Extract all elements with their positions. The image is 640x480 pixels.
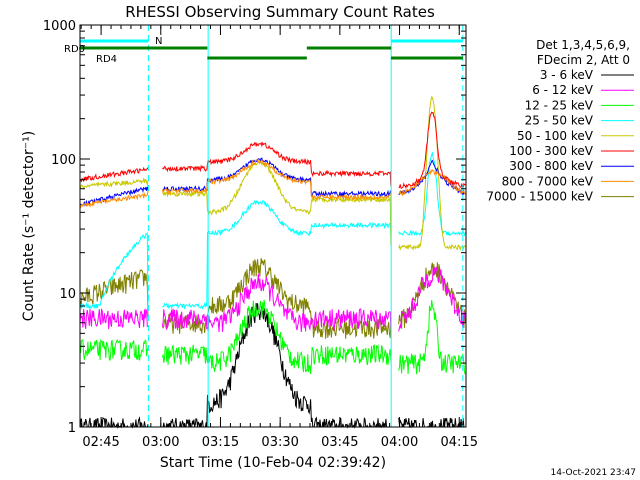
- y-tick-label: 100: [51, 153, 76, 168]
- legend-entry-label: 7000 - 15000 keV: [486, 190, 593, 204]
- y-tick-label: 1: [68, 421, 76, 436]
- axes: 1 10 100 1000 02:45 03:00 03:15 03:30 03:45 04:00…: [43, 19, 478, 450]
- x-tick-label: 03:30: [261, 435, 298, 450]
- legend-entry-label: 50 - 100 keV: [517, 129, 594, 143]
- y-tick-label: 10: [59, 287, 76, 302]
- plot-frame: [79, 24, 467, 428]
- rd4-label: RD4: [96, 54, 117, 65]
- series-line: [79, 159, 466, 208]
- rd0-label: RD0: [64, 44, 85, 55]
- legend-entry-label: 25 - 50 keV: [525, 114, 594, 128]
- chart-title: RHESSI Observing Summary Count Rates: [125, 3, 435, 21]
- legend-entry-label: 6 - 12 keV: [532, 83, 594, 97]
- legend-entry-label: 12 - 25 keV: [525, 98, 594, 112]
- x-tick-label: 02:45: [82, 435, 119, 450]
- x-tick-label: 03:15: [202, 435, 239, 450]
- legend: Det 1,3,4,5,6,9,FDecim 2, Att 03 - 6 keV…: [486, 38, 634, 204]
- x-tick-label: 03:00: [142, 435, 179, 450]
- y-tick-label: 1000: [43, 19, 76, 34]
- legend-entry-label: 3 - 6 keV: [540, 68, 594, 82]
- legend-entry-label: 300 - 800 keV: [509, 159, 593, 173]
- series-line: [79, 266, 466, 333]
- legend-entry-label: 800 - 7000 keV: [502, 174, 594, 188]
- legend-entry-label: 100 - 300 keV: [509, 144, 593, 158]
- series-line: [79, 151, 466, 310]
- y-axis-label: Count Rate (s⁻¹ detector⁻¹): [21, 131, 37, 321]
- series-lines: [79, 95, 466, 429]
- series-line: [79, 111, 466, 190]
- annotation-bars: RD0 RD4 N: [64, 25, 464, 427]
- x-axis-label: Start Time (10-Feb-04 02:39:42): [160, 455, 386, 471]
- legend-header: Det 1,3,4,5,6,9,: [536, 38, 630, 52]
- legend-header: FDecim 2, Att 0: [537, 53, 630, 67]
- footer-timestamp: 14-Oct-2021 23:47: [551, 468, 636, 478]
- series-line: [79, 299, 466, 375]
- night-label: N: [155, 36, 162, 47]
- x-tick-label: 04:15: [441, 435, 478, 450]
- x-tick-label: 03:45: [321, 435, 358, 450]
- x-tick-label: 04:00: [381, 435, 418, 450]
